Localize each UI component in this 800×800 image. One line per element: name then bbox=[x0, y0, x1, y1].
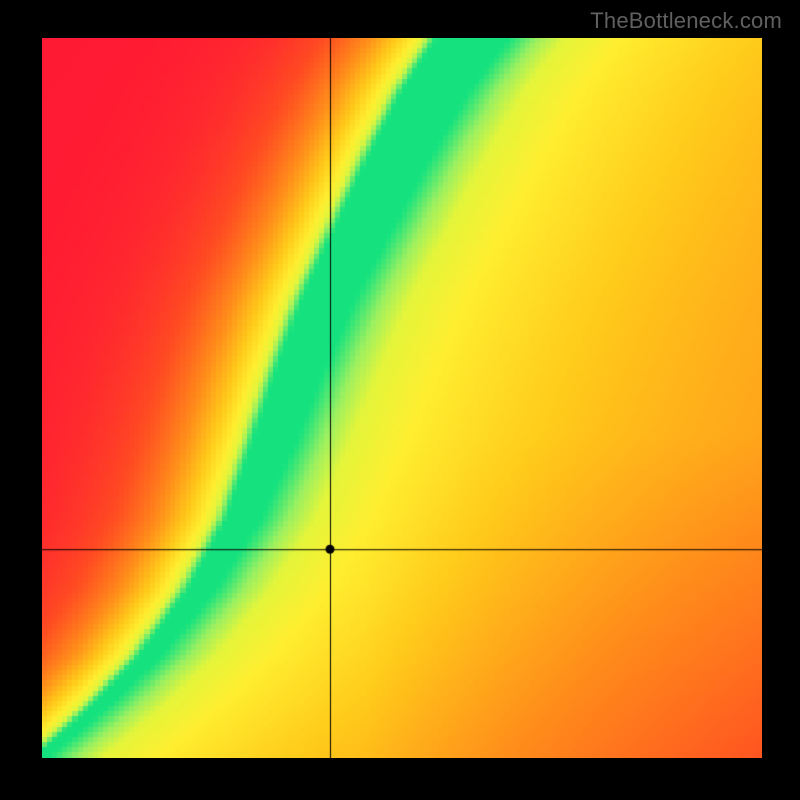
crosshair-overlay bbox=[42, 38, 762, 758]
chart-container: TheBottleneck.com bbox=[0, 0, 800, 800]
watermark-text: TheBottleneck.com bbox=[590, 8, 782, 34]
